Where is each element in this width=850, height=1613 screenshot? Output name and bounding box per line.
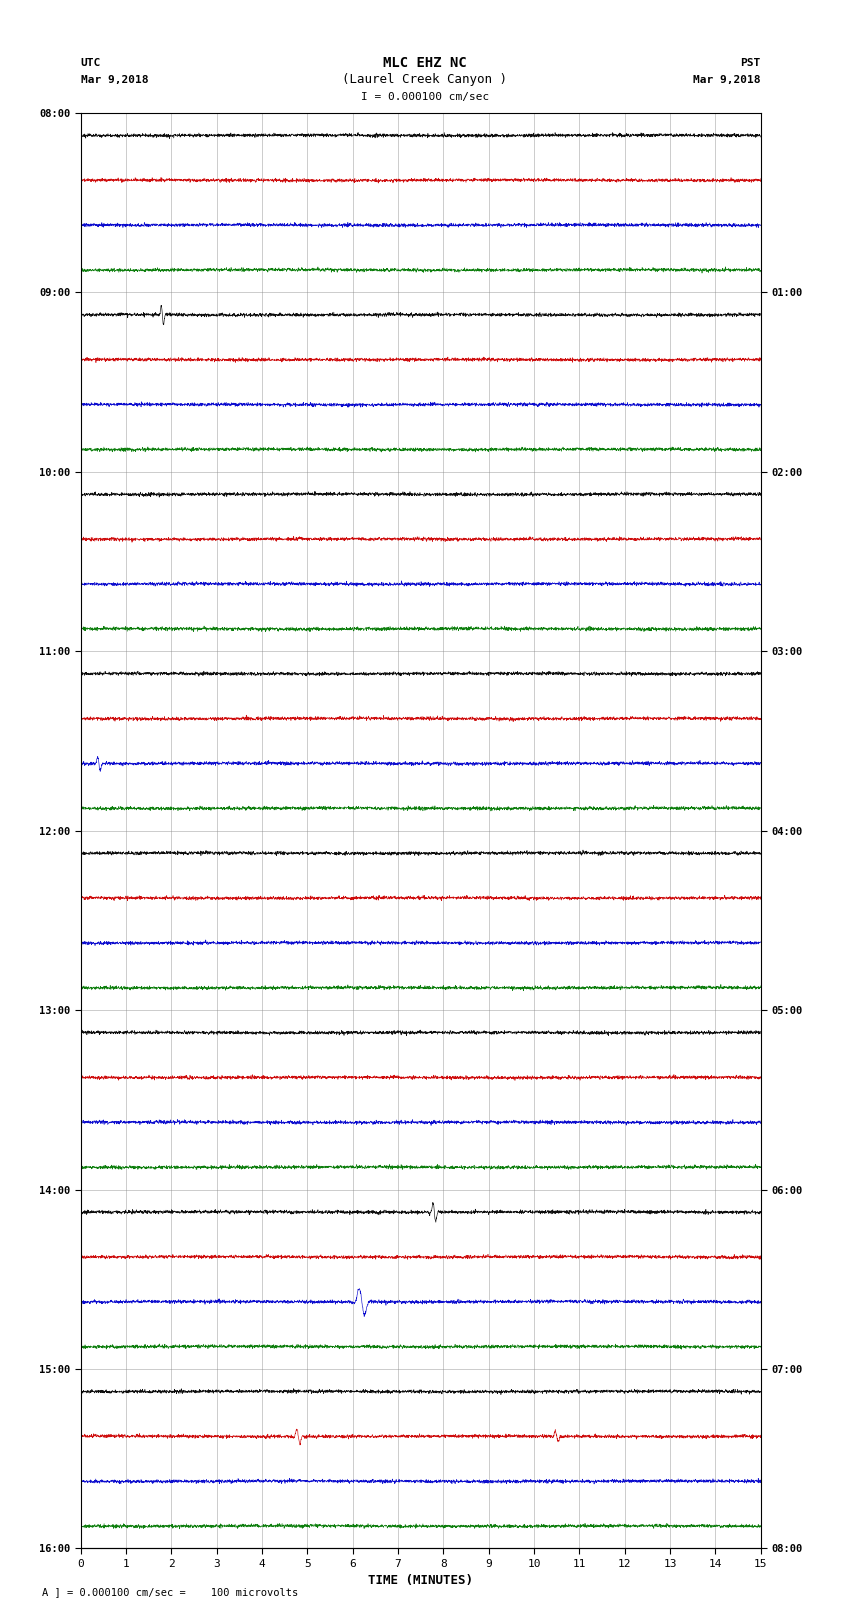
Text: PST: PST <box>740 58 761 68</box>
Text: MLC EHZ NC: MLC EHZ NC <box>383 56 467 71</box>
Text: Mar 9,2018: Mar 9,2018 <box>81 76 148 85</box>
Text: (Laurel Creek Canyon ): (Laurel Creek Canyon ) <box>343 73 507 85</box>
X-axis label: TIME (MINUTES): TIME (MINUTES) <box>368 1574 473 1587</box>
Text: A ] = 0.000100 cm/sec =    100 microvolts: A ] = 0.000100 cm/sec = 100 microvolts <box>42 1587 298 1597</box>
Text: UTC: UTC <box>81 58 101 68</box>
Text: I = 0.000100 cm/sec: I = 0.000100 cm/sec <box>361 92 489 103</box>
Text: Mar 9,2018: Mar 9,2018 <box>694 76 761 85</box>
